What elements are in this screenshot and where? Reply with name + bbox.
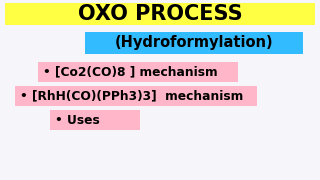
Text: • [RhH(CO)(PPh3)3]  mechanism: • [RhH(CO)(PPh3)3] mechanism [20,89,243,102]
FancyBboxPatch shape [5,3,315,25]
FancyBboxPatch shape [38,62,238,82]
FancyBboxPatch shape [15,86,257,106]
Text: OXO PROCESS: OXO PROCESS [78,4,242,24]
Text: (Hydroformylation): (Hydroformylation) [115,35,273,51]
FancyBboxPatch shape [50,110,140,130]
Text: • [Co2(CO)8 ] mechanism: • [Co2(CO)8 ] mechanism [43,66,218,78]
Text: • Uses: • Uses [55,114,100,127]
FancyBboxPatch shape [85,32,303,54]
